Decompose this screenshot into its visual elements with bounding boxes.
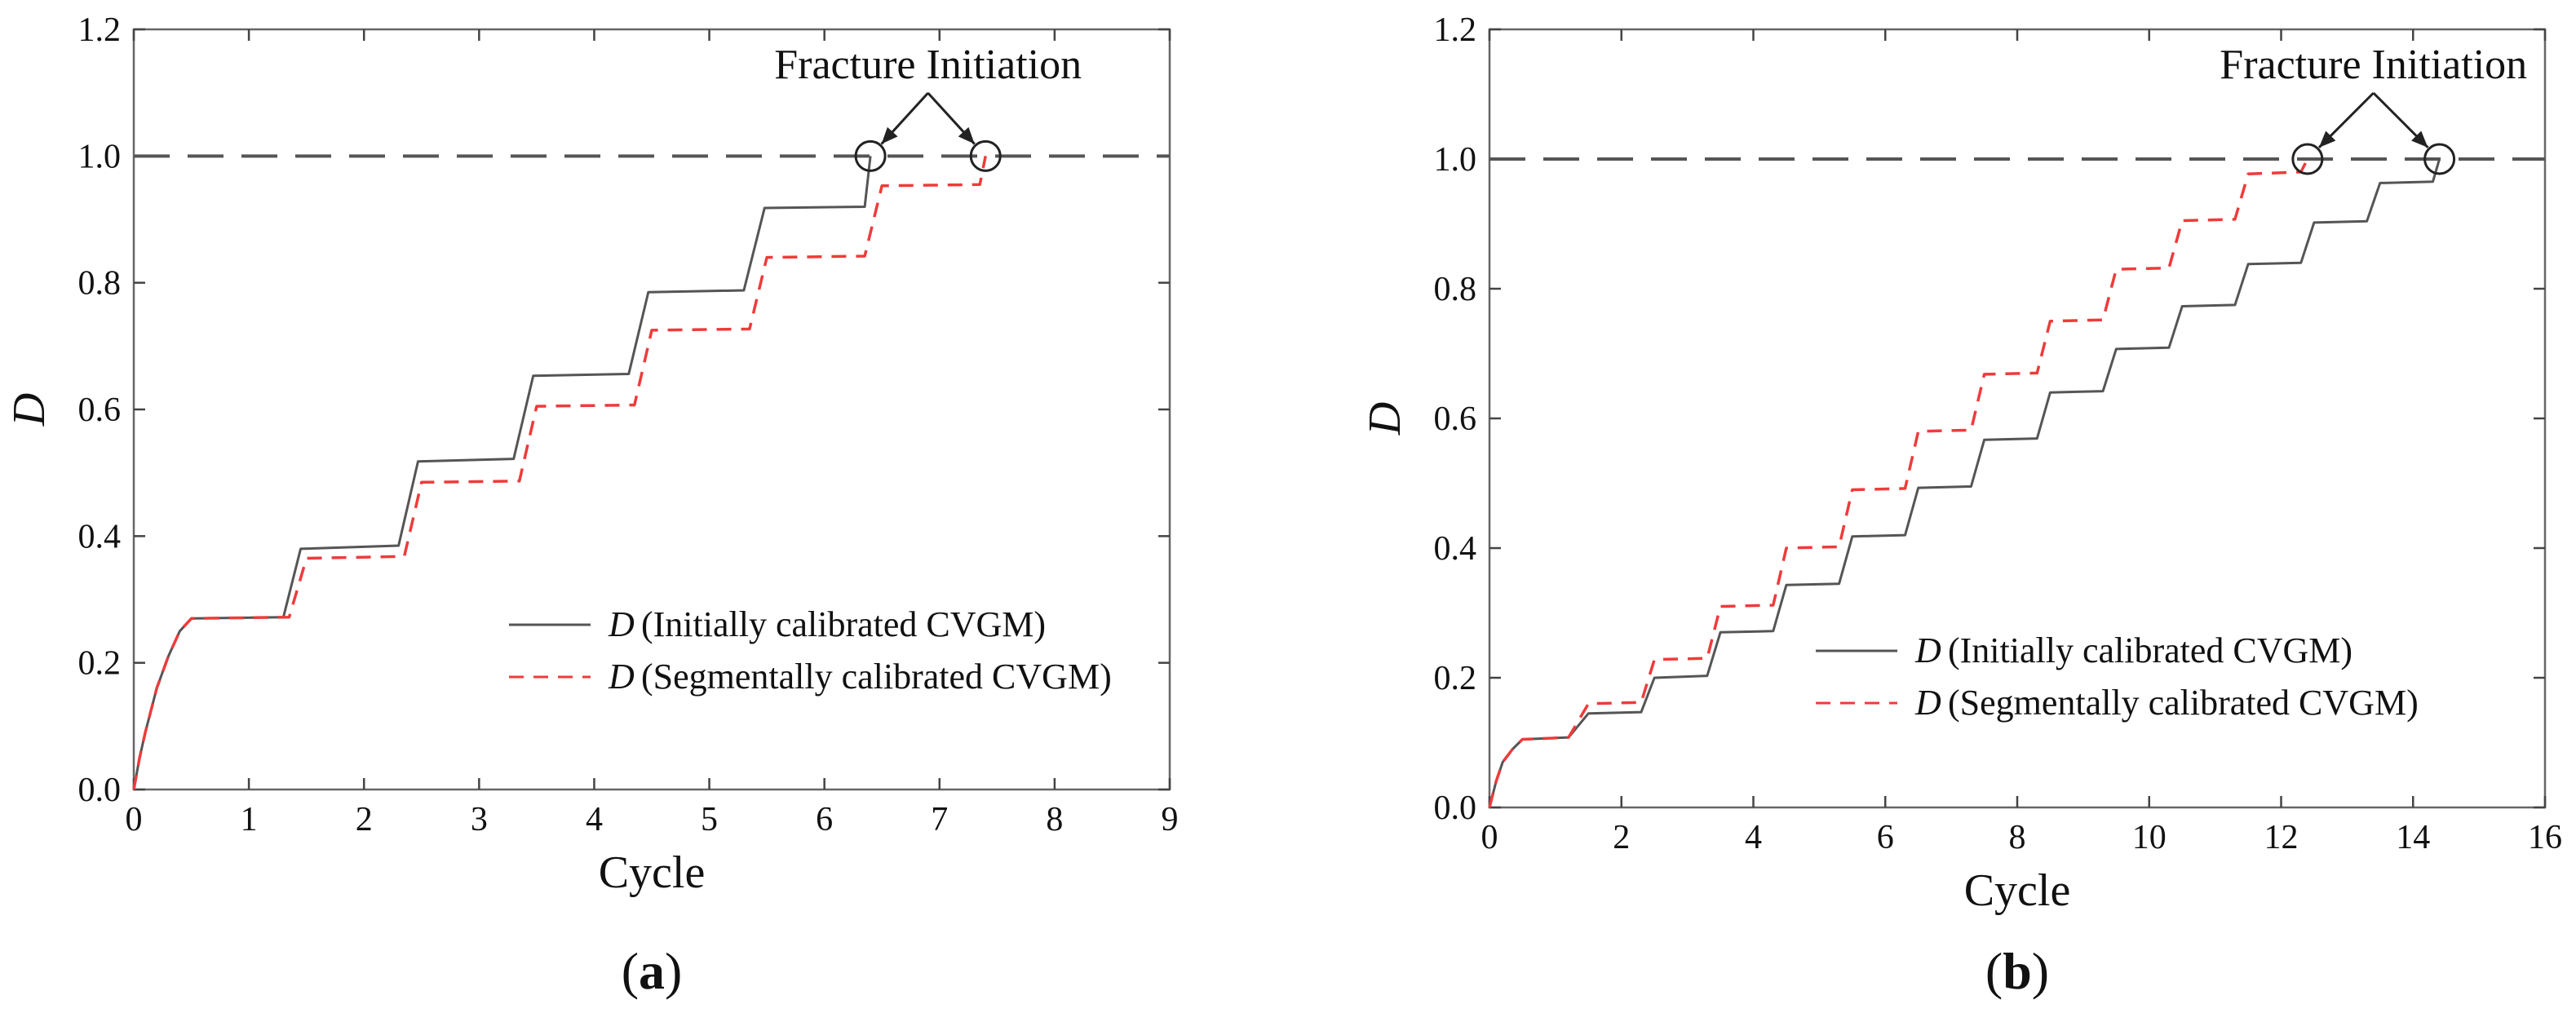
y-tick-label: 0.2 (78, 645, 122, 683)
annotation-text: Fracture Initiation (774, 42, 1082, 88)
y-tick-label: 1.0 (78, 138, 122, 175)
panel-label: (b) (1985, 942, 2049, 1000)
legend-symbol: D (608, 604, 635, 644)
y-tick-label: 0.2 (1434, 660, 1477, 697)
x-tick-label: 16 (2528, 819, 2562, 856)
arrowhead (2318, 130, 2336, 148)
series-line-segmental (132, 155, 987, 790)
x-tick-label: 9 (1162, 801, 1179, 838)
x-tick-label: 5 (701, 801, 718, 838)
y-tick-label: 0.4 (78, 518, 122, 555)
legend-symbol: D (608, 657, 635, 697)
x-axis-label: Cycle (1964, 865, 2071, 916)
x-tick-label: 10 (2132, 819, 2167, 856)
y-axis-label: D (1360, 402, 1410, 436)
annotation-text: Fracture Initiation (2220, 42, 2527, 88)
panel-label: (a) (622, 942, 683, 1000)
legend-label: (Segmentally calibrated CVGM) (641, 657, 1112, 697)
y-tick-label: 0.0 (1434, 790, 1477, 827)
legend-label: (Initially calibrated CVGM) (641, 604, 1046, 644)
legend-symbol: D (1914, 683, 1941, 723)
legend-symbol: D (1914, 630, 1941, 670)
arrowhead (2411, 130, 2428, 148)
y-tick-label: 1.0 (1434, 141, 1477, 179)
y-tick-label: 0.6 (78, 391, 122, 429)
x-tick-label: 0 (1481, 819, 1498, 856)
x-tick-label: 14 (2396, 819, 2430, 856)
legend-label: (Segmentally calibrated CVGM) (1948, 683, 2419, 723)
y-axis-label: D (4, 393, 55, 427)
chart-panel-a: 0 1 2 3 4 5 6 7 8 9 0.0 0.2 0.4 0.6 0.8 1.0 1.2 Cycle D Fra… (4, 11, 1179, 1000)
arrowhead (958, 126, 975, 144)
arrowhead (881, 126, 898, 144)
fracture-marker (854, 139, 887, 172)
x-tick-label: 7 (931, 801, 948, 838)
series-line-segmental (1488, 158, 2309, 808)
x-tick-label: 8 (2009, 819, 2026, 856)
x-tick-label: 4 (1745, 819, 1762, 856)
x-tick-label: 3 (471, 801, 488, 838)
y-tick-label: 0.4 (1434, 530, 1477, 568)
x-tick-label: 6 (816, 801, 833, 838)
series-line-initial (1488, 158, 2441, 808)
fracture-marker (2423, 143, 2456, 175)
fracture-marker (969, 139, 1002, 172)
x-tick-label: 6 (1877, 819, 1894, 856)
chart-panel-b: 0 2 4 6 8 10 12 14 16 0.0 0.2 0.4 0.6 0.8 1.0 1.2 Cycle D… (1360, 11, 2562, 1000)
legend-label: (Initially calibrated CVGM) (1948, 630, 2352, 670)
x-tick-label: 12 (2264, 819, 2299, 856)
y-tick-label: 0.8 (78, 265, 122, 303)
x-tick-label: 4 (586, 801, 603, 838)
y-tick-label: 1.2 (1434, 11, 1477, 49)
x-tick-label: 8 (1046, 801, 1063, 838)
x-axis-label: Cycle (599, 847, 706, 898)
x-tick-label: 1 (241, 801, 258, 838)
x-tick-label: 0 (126, 801, 143, 838)
x-tick-label: 2 (1613, 819, 1630, 856)
fracture-marker (2291, 143, 2324, 175)
y-tick-label: 0.0 (78, 772, 122, 809)
x-tick-label: 2 (356, 801, 373, 838)
y-tick-label: 1.2 (78, 11, 122, 49)
y-tick-label: 0.8 (1434, 271, 1477, 308)
y-tick-label: 0.6 (1434, 400, 1477, 438)
